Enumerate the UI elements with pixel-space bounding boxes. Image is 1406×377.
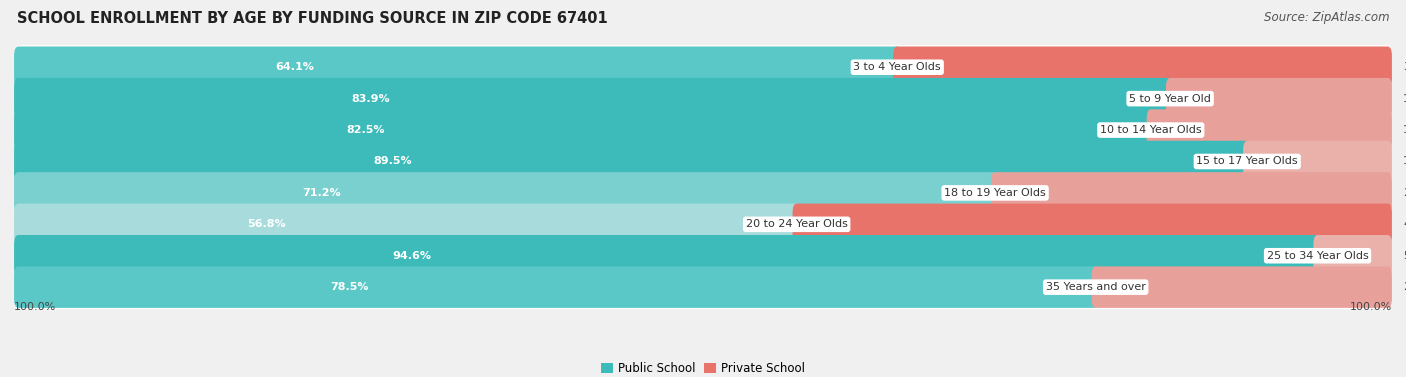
FancyBboxPatch shape xyxy=(14,78,1174,120)
FancyBboxPatch shape xyxy=(1313,235,1392,276)
FancyBboxPatch shape xyxy=(1243,141,1392,182)
FancyBboxPatch shape xyxy=(1091,267,1392,308)
FancyBboxPatch shape xyxy=(14,204,801,245)
Text: 25 to 34 Year Olds: 25 to 34 Year Olds xyxy=(1267,251,1368,261)
Text: 20 to 24 Year Olds: 20 to 24 Year Olds xyxy=(745,219,848,229)
Text: 15 to 17 Year Olds: 15 to 17 Year Olds xyxy=(1197,156,1298,167)
Text: 35.9%: 35.9% xyxy=(1403,62,1406,72)
Text: 28.8%: 28.8% xyxy=(1403,188,1406,198)
FancyBboxPatch shape xyxy=(14,139,1392,184)
FancyBboxPatch shape xyxy=(14,265,1392,309)
Text: 5 to 9 Year Old: 5 to 9 Year Old xyxy=(1129,93,1211,104)
Text: 43.2%: 43.2% xyxy=(1403,219,1406,229)
FancyBboxPatch shape xyxy=(14,109,1154,151)
FancyBboxPatch shape xyxy=(14,46,901,88)
Text: 64.1%: 64.1% xyxy=(276,62,314,72)
FancyBboxPatch shape xyxy=(793,204,1392,245)
FancyBboxPatch shape xyxy=(14,77,1392,121)
Text: 35 Years and over: 35 Years and over xyxy=(1046,282,1146,292)
FancyBboxPatch shape xyxy=(14,202,1392,246)
FancyBboxPatch shape xyxy=(14,45,1392,89)
Text: 16.1%: 16.1% xyxy=(1403,93,1406,104)
Text: 78.5%: 78.5% xyxy=(330,282,370,292)
Text: 18 to 19 Year Olds: 18 to 19 Year Olds xyxy=(945,188,1046,198)
Text: 100.0%: 100.0% xyxy=(1350,302,1392,312)
Text: Source: ZipAtlas.com: Source: ZipAtlas.com xyxy=(1264,11,1389,24)
Text: 83.9%: 83.9% xyxy=(352,93,389,104)
FancyBboxPatch shape xyxy=(14,234,1392,278)
Text: 71.2%: 71.2% xyxy=(302,188,342,198)
Text: 56.8%: 56.8% xyxy=(247,219,285,229)
FancyBboxPatch shape xyxy=(14,267,1099,308)
FancyBboxPatch shape xyxy=(14,108,1392,152)
Text: 82.5%: 82.5% xyxy=(346,125,385,135)
Text: 10 to 14 Year Olds: 10 to 14 Year Olds xyxy=(1099,125,1202,135)
Legend: Public School, Private School: Public School, Private School xyxy=(599,359,807,377)
FancyBboxPatch shape xyxy=(1166,78,1392,120)
Text: 100.0%: 100.0% xyxy=(14,302,56,312)
FancyBboxPatch shape xyxy=(14,171,1392,215)
FancyBboxPatch shape xyxy=(14,235,1322,276)
Text: 10.5%: 10.5% xyxy=(1403,156,1406,167)
Text: 5.4%: 5.4% xyxy=(1403,251,1406,261)
Text: 21.5%: 21.5% xyxy=(1403,282,1406,292)
Text: 17.5%: 17.5% xyxy=(1403,125,1406,135)
FancyBboxPatch shape xyxy=(14,141,1251,182)
FancyBboxPatch shape xyxy=(1147,109,1392,151)
Text: 89.5%: 89.5% xyxy=(373,156,412,167)
Text: 94.6%: 94.6% xyxy=(392,251,432,261)
FancyBboxPatch shape xyxy=(893,46,1392,88)
Text: 3 to 4 Year Olds: 3 to 4 Year Olds xyxy=(853,62,941,72)
FancyBboxPatch shape xyxy=(14,172,1000,214)
Text: SCHOOL ENROLLMENT BY AGE BY FUNDING SOURCE IN ZIP CODE 67401: SCHOOL ENROLLMENT BY AGE BY FUNDING SOUR… xyxy=(17,11,607,26)
FancyBboxPatch shape xyxy=(991,172,1392,214)
